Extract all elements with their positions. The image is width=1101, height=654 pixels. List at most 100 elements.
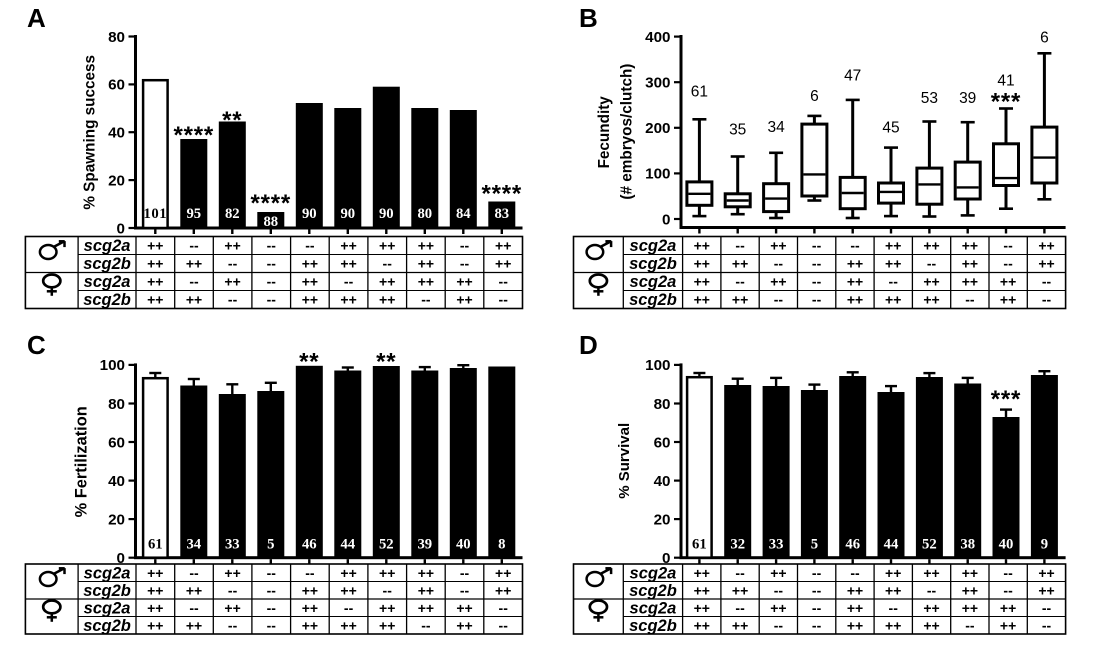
svg-text:88: 88 (263, 214, 278, 230)
svg-text:++: ++ (923, 617, 939, 633)
svg-text:++: ++ (962, 238, 978, 254)
svg-text:++: ++ (379, 565, 395, 581)
svg-text:0: 0 (117, 220, 125, 237)
svg-text:6: 6 (810, 88, 819, 105)
svg-text:% Fertilization: % Fertilization (73, 406, 91, 517)
svg-text:61: 61 (148, 537, 163, 553)
svg-text:++: ++ (732, 617, 748, 633)
svg-text:--: -- (499, 292, 509, 308)
svg-text:--: -- (774, 256, 784, 272)
svg-text:--: -- (189, 565, 199, 581)
svg-text:40: 40 (999, 537, 1014, 553)
svg-text:--: -- (812, 617, 822, 633)
svg-text:++: ++ (418, 274, 434, 290)
svg-text:40: 40 (108, 125, 125, 142)
svg-text:++: ++ (456, 292, 472, 308)
svg-text:++: ++ (147, 582, 163, 598)
svg-text:--: -- (344, 600, 354, 616)
svg-text:34: 34 (767, 119, 785, 136)
svg-text:++: ++ (302, 600, 318, 616)
svg-text:++: ++ (379, 274, 395, 290)
svg-text:++: ++ (302, 617, 318, 633)
svg-text:--: -- (1042, 274, 1052, 290)
svg-text:++: ++ (694, 238, 710, 254)
svg-text:++: ++ (418, 582, 434, 598)
svg-text:--: -- (1003, 565, 1013, 581)
svg-text:--: -- (965, 292, 975, 308)
svg-text:52: 52 (379, 537, 394, 553)
svg-text:47: 47 (844, 68, 861, 85)
svg-text:300: 300 (645, 75, 670, 92)
svg-text:****: **** (251, 190, 292, 217)
svg-text:++: ++ (495, 582, 511, 598)
svg-text:8: 8 (498, 537, 505, 553)
svg-text:++: ++ (1000, 617, 1016, 633)
svg-text:9: 9 (1041, 537, 1048, 553)
svg-text:scg2a: scg2a (84, 237, 131, 255)
svg-text:101: 101 (144, 206, 168, 222)
svg-text:++: ++ (847, 292, 863, 308)
svg-text:++: ++ (962, 600, 978, 616)
svg-text:--: -- (267, 600, 277, 616)
svg-text:++: ++ (923, 274, 939, 290)
svg-text:--: -- (189, 238, 199, 254)
svg-text:++: ++ (340, 617, 356, 633)
svg-text:--: -- (1003, 582, 1013, 598)
svg-text:++: ++ (379, 292, 395, 308)
svg-text:++: ++ (885, 256, 901, 272)
svg-text:++: ++ (962, 256, 978, 272)
svg-text:***: *** (991, 88, 1021, 115)
svg-text:--: -- (774, 617, 784, 633)
svg-text:5: 5 (267, 537, 274, 553)
svg-text:scg2b: scg2b (83, 617, 131, 635)
svg-text:--: -- (267, 238, 277, 254)
svg-text:--: -- (228, 256, 238, 272)
svg-text:++: ++ (770, 600, 786, 616)
svg-text:++: ++ (340, 238, 356, 254)
svg-text:++: ++ (847, 274, 863, 290)
svg-text:++: ++ (147, 292, 163, 308)
svg-text:++: ++ (1038, 565, 1054, 581)
svg-text:++: ++ (147, 617, 163, 633)
svg-text:++: ++ (379, 617, 395, 633)
svg-text:400: 400 (645, 29, 670, 46)
svg-text:++: ++ (1038, 582, 1054, 598)
svg-text:++: ++ (186, 292, 202, 308)
svg-text:++: ++ (186, 617, 202, 633)
svg-text:++: ++ (770, 238, 786, 254)
svg-text:C: C (27, 330, 46, 360)
svg-text:++: ++ (770, 565, 786, 581)
svg-text:--: -- (812, 292, 822, 308)
svg-text:++: ++ (847, 600, 863, 616)
svg-text:scg2b: scg2b (629, 255, 677, 273)
svg-text:--: -- (189, 600, 199, 616)
svg-text:84: 84 (456, 206, 471, 222)
svg-text:--: -- (889, 600, 899, 616)
svg-text:--: -- (1003, 256, 1013, 272)
svg-text:46: 46 (845, 537, 860, 553)
svg-text:--: -- (927, 582, 937, 598)
svg-text:--: -- (812, 582, 822, 598)
svg-text:++: ++ (694, 617, 710, 633)
svg-text:95: 95 (186, 206, 201, 222)
svg-text:D: D (579, 330, 598, 360)
svg-text:52: 52 (922, 537, 937, 553)
svg-text:scg2a: scg2a (630, 564, 677, 582)
svg-text:--: -- (460, 565, 470, 581)
svg-text:32: 32 (730, 537, 745, 553)
svg-text:20: 20 (654, 511, 671, 528)
svg-text:53: 53 (921, 90, 938, 107)
svg-text:100: 100 (100, 357, 125, 374)
svg-text:++: ++ (694, 600, 710, 616)
svg-text:--: -- (1042, 600, 1052, 616)
svg-text:90: 90 (379, 206, 394, 222)
svg-text:--: -- (889, 274, 899, 290)
svg-text:--: -- (189, 274, 199, 290)
svg-text:++: ++ (147, 256, 163, 272)
svg-text:--: -- (267, 565, 277, 581)
svg-text:++: ++ (147, 600, 163, 616)
svg-text:--: -- (499, 617, 509, 633)
svg-text:++: ++ (885, 292, 901, 308)
svg-text:++: ++ (732, 292, 748, 308)
svg-text:++: ++ (495, 238, 511, 254)
